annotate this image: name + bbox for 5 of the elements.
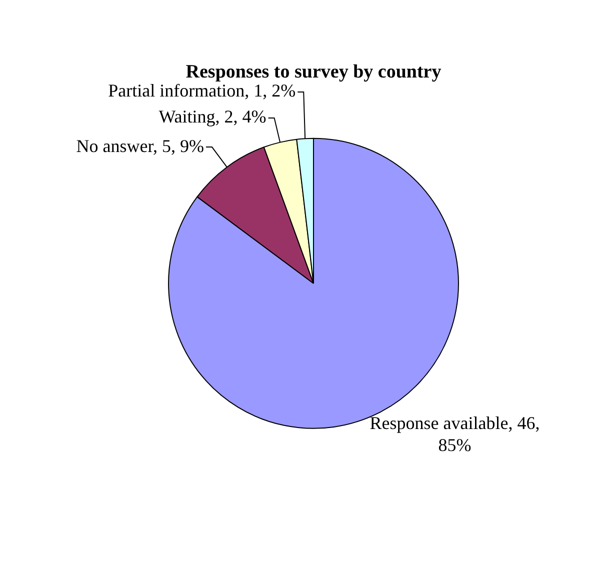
slice-label: Waiting, 2, 4% (158, 106, 266, 127)
chart-title: Responses to survey by country (186, 61, 442, 82)
slice-label: No answer, 5, 9% (76, 136, 204, 156)
slice-label: Partial information, 1, 2% (108, 80, 296, 101)
slice-label: Response available, 46, 85% (370, 413, 540, 456)
